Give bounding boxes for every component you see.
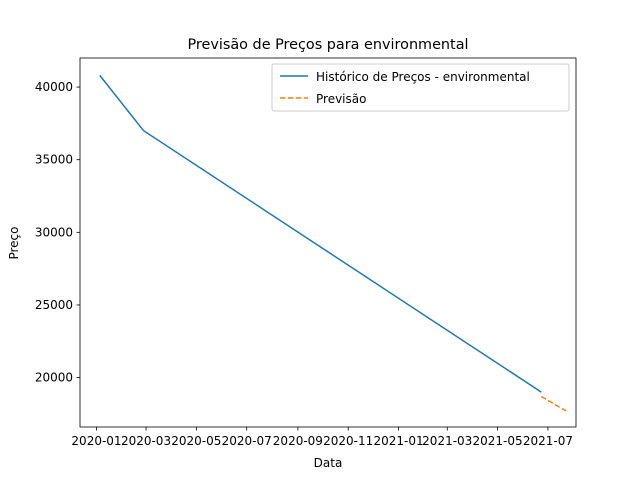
y-axis: 20000 25000 30000 35000 40000 [35,80,80,385]
x-tick-label: 2021-05 [473,434,523,448]
y-tick-label: 35000 [35,153,73,167]
plot-lines [99,74,567,412]
legend-label-historico: Histórico de Preços - environmental [316,70,530,84]
legend-box [271,63,570,112]
x-tick-label: 2020-03 [121,434,171,448]
x-tick-label: 2021-03 [422,434,472,448]
y-tick-label: 40000 [35,80,73,94]
chart-title: Previsão de Preços para environmental [187,37,468,53]
x-tick-label: 2020-05 [171,434,221,448]
x-tick-label: 2020-07 [222,434,272,448]
legend-label-previsao: Previsão [316,92,366,106]
x-tick-label: 2020-09 [273,434,323,448]
y-tick-label: 20000 [35,371,73,385]
plot-frame [79,57,577,428]
legend: Histórico de Preços - environmental Prev… [271,63,570,112]
series-line-previsao [540,395,567,412]
x-axis-title: Data [314,456,343,470]
x-tick-label: 2020-01 [71,434,121,448]
y-axis-title: Preço [7,226,21,259]
x-tick-label: 2021-07 [523,434,573,448]
series-line-historico [99,74,542,393]
x-tick-label: 2021-01 [373,434,423,448]
y-tick-label: 30000 [35,225,73,239]
x-tick-label: 2020-11 [323,434,373,448]
x-axis: 2020-01 2020-03 2020-05 2020-07 2020-09 2020-… [71,427,573,448]
y-tick-label: 25000 [35,298,73,312]
